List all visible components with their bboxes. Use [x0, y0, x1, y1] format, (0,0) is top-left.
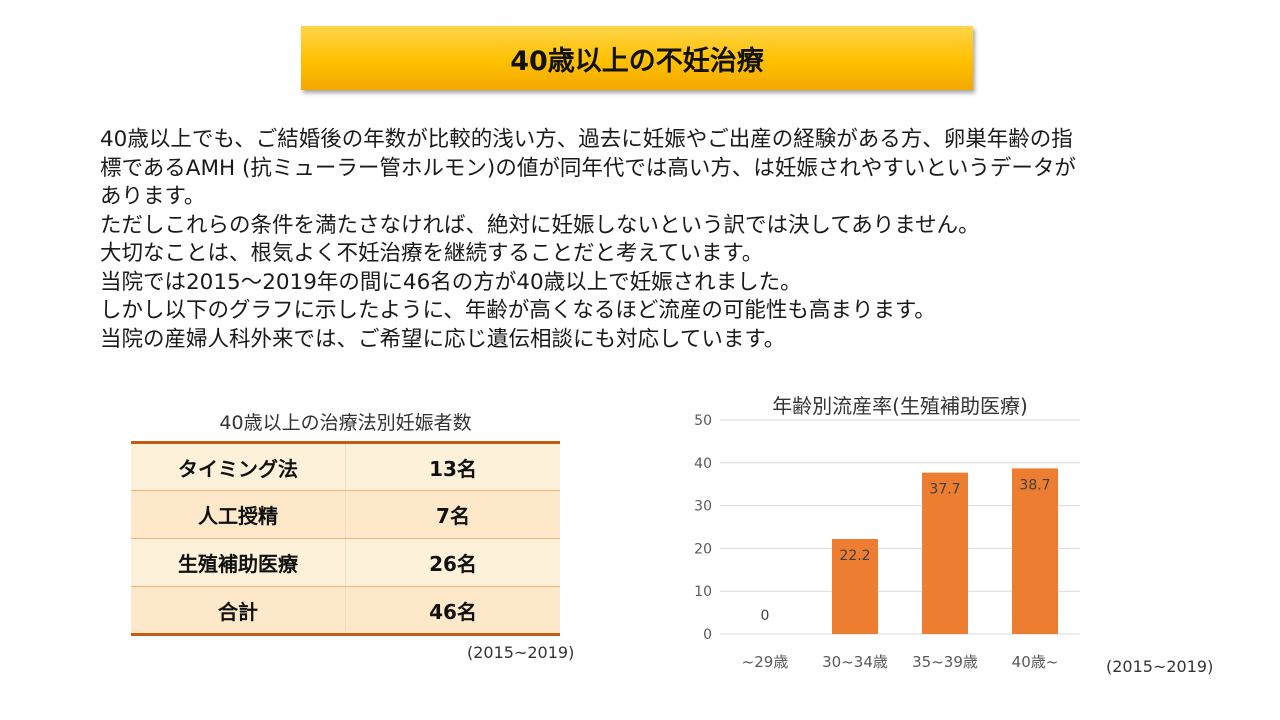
bar [832, 538, 878, 634]
page-title: 40歳以上の不妊治療 [301, 26, 973, 90]
miscarriage-rate-chart: 0 10 20 30 40 50 0 ~29歳 22.2 30~34歳 37.7 35~39歳 38.7… [694, 413, 1080, 671]
count-cell: 13名 [345, 441, 560, 491]
body-line: 大切なことは、根気よく不妊治療を継続することだと考えています。 [100, 241, 764, 266]
body-line: 当院の産婦人科外来では、ご希望に応じ遺伝相談にも対応しています。 [100, 326, 786, 352]
y-tick-label: 10 [694, 584, 712, 600]
method-cell: タイミング法 [131, 441, 346, 491]
body-line: あります。 [100, 184, 206, 209]
data-label: 37.7 [929, 482, 960, 498]
treatment-table: タイミング法 13名 人工授精 7名 生殖補助医療 26名 合計 46名 [131, 441, 560, 636]
body-text: 40歳以上でも、ご結婚後の年数が比較的浅い方、過去に妊娠やご出産の経験がある方、… [100, 126, 1210, 354]
body-line: 40歳以上でも、ご結婚後の年数が比較的浅い方、過去に妊娠やご出産の経験がある方、… [100, 127, 1073, 152]
table-row-total: 合計 46名 [131, 586, 560, 636]
x-tick-label: 35~39歳 [912, 653, 978, 671]
data-label: 38.7 [1019, 477, 1050, 493]
x-tick-label: 40歳~ [1012, 653, 1059, 671]
y-tick-label: 0 [703, 627, 712, 643]
table-row: 生殖補助医療 26名 [131, 538, 560, 587]
x-tick-label: 30~34歳 [822, 653, 888, 671]
count-cell: 26名 [345, 538, 560, 587]
y-tick-label: 30 [694, 499, 712, 515]
body-line: ただしこれらの条件を満たさなければ、絶対に妊娠しないという訳では決してありません… [100, 212, 980, 238]
chart-title: 年齢別流産率(生殖補助医療) [772, 394, 1028, 418]
y-tick-label: 40 [694, 456, 712, 472]
table-caption: 40歳以上の治療法別妊娠者数 [219, 412, 472, 434]
chart-period-note: (2015~2019) [1106, 657, 1214, 676]
table-row: 人工授精 7名 [131, 490, 560, 539]
table-period-note: (2015~2019) [467, 643, 575, 662]
data-label: 0 [761, 608, 770, 624]
method-cell: 合計 [131, 586, 346, 636]
count-cell: 7名 [345, 490, 560, 539]
body-line: しかし以下のグラフに示したように、年齢が高くなるほど流産の可能性も高まります。 [100, 298, 936, 323]
table-row: タイミング法 13名 [131, 441, 560, 491]
method-cell: 生殖補助医療 [131, 538, 346, 587]
count-cell: 46名 [345, 586, 560, 636]
x-tick-label: ~29歳 [742, 653, 789, 671]
method-cell: 人工授精 [131, 490, 346, 539]
bar [1012, 468, 1058, 634]
y-tick-label: 20 [694, 541, 712, 557]
body-line: 当院では2015～2019年の間に46名の方が40歳以上で妊娠されました。 [100, 269, 802, 295]
bar [922, 472, 968, 634]
data-label: 22.2 [839, 548, 870, 564]
body-line: 標であるAMH (抗ミューラー管ホルモン)の値が同年代では高い方、は妊娠されやす… [100, 155, 1076, 181]
y-tick-label: 50 [694, 413, 712, 429]
